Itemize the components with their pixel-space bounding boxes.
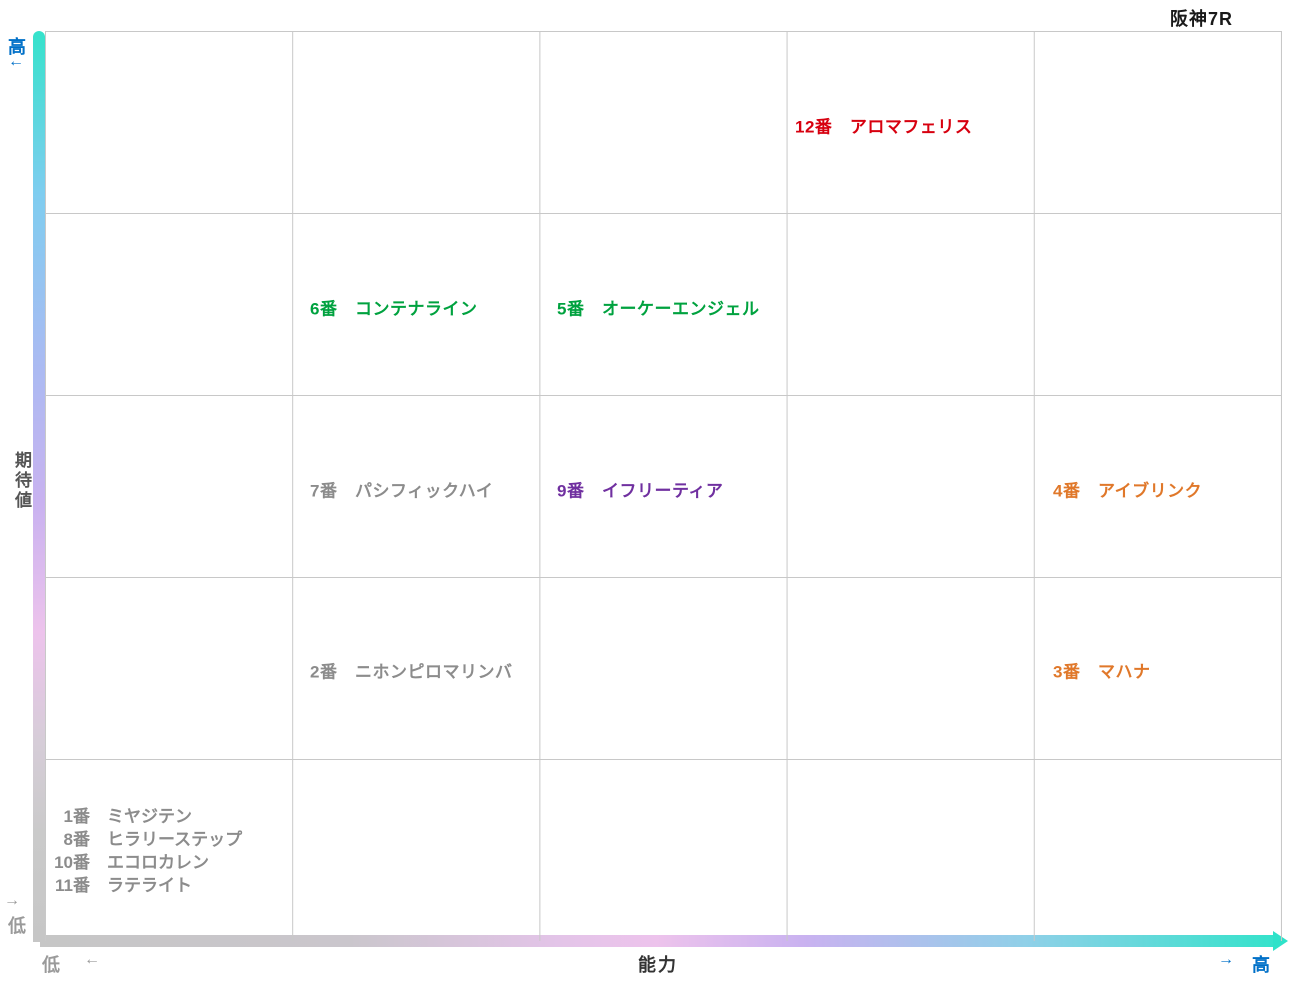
x-axis-title: 能力 — [638, 955, 678, 975]
horse-label: 9番 イフリーティア — [557, 481, 724, 501]
horse-number: 8番 — [63, 830, 90, 849]
horse-label: 11番 ラテライト — [47, 874, 242, 897]
horse-group-list: 1番 ミヤジテン 8番 ヒラリーステップ 10番 エコロカレン 11番 ラテライト — [47, 805, 242, 897]
horse-number: 11番 — [55, 876, 90, 895]
x-axis-low-label: 低 — [42, 955, 60, 975]
x-axis-right-arrow-icon: → — [1218, 951, 1234, 968]
horse-name: ヒラリーステップ — [107, 830, 243, 849]
horse-label: 4番 アイブリンク — [1053, 481, 1203, 501]
y-axis-low-label: 低 — [8, 916, 26, 936]
horse-number: 10番 — [54, 853, 90, 872]
y-axis-high-label: 高 — [8, 37, 26, 57]
horse-label: 6番 コンテナライン — [310, 299, 478, 319]
y-axis-down-arrow-icon: → — [4, 892, 20, 909]
y-axis-gradient-bar — [33, 31, 45, 942]
horse-name: ミヤジテン — [107, 807, 192, 826]
race-title: 阪神7R — [1169, 9, 1233, 29]
horse-label: 1番 ミヤジテン — [47, 805, 242, 828]
horse-name: ラテライト — [107, 876, 192, 895]
plot-grid — [45, 31, 1282, 941]
horse-number: 1番 — [63, 807, 90, 826]
x-axis-high-label: 高 — [1252, 955, 1270, 975]
horse-label: 5番 オーケーエンジェル — [557, 299, 760, 319]
horse-label: 7番 パシフィックハイ — [310, 481, 494, 501]
horse-name: エコロカレン — [107, 853, 209, 872]
x-axis-left-arrow-icon: ← — [84, 951, 100, 968]
horse-label: 2番 ニホンピロマリンバ — [310, 662, 513, 682]
y-axis-title: 期待値 — [12, 451, 31, 511]
y-axis-up-arrow-icon: ← — [8, 53, 24, 70]
horse-label: 8番 ヒラリーステップ — [47, 828, 243, 851]
horse-label: 3番 マハナ — [1053, 662, 1151, 682]
horse-label: 10番 エコロカレン — [47, 851, 242, 874]
horse-label: 12番 アロマフェリス — [795, 117, 973, 137]
